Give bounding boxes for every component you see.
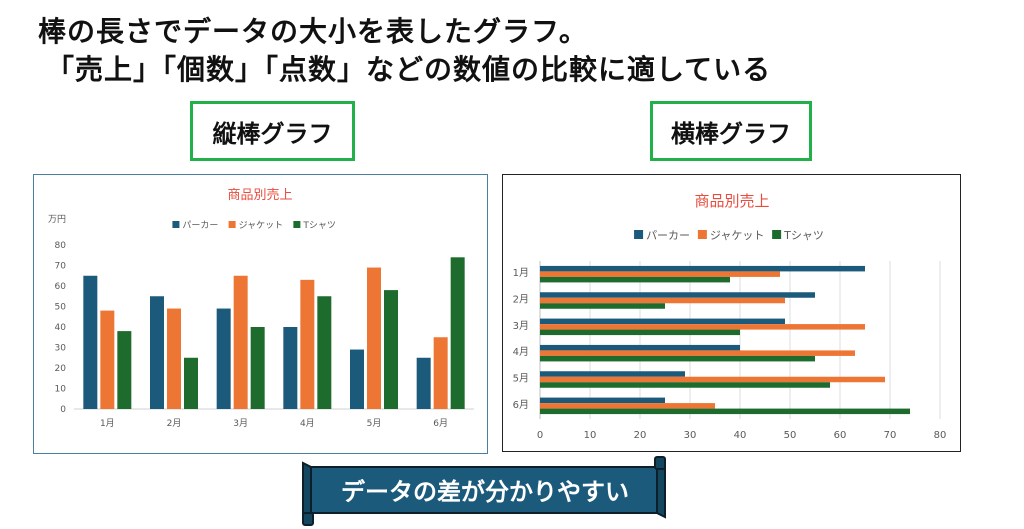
legend-swatch-2 [772,230,782,239]
x-tick-label: 0 [537,430,543,441]
bar-Tシャツ-2月 [184,357,198,409]
vertical-bar-chart: 商品別売上パーカー ジャケット Tシャツ 万円 0 10 20 30 40 50 60 70 80 1月 2… [33,174,488,454]
x-tick-label: 80 [934,430,947,441]
y-tick-label: 80 [55,241,67,251]
bar-Tシャツ-4月 [317,296,332,409]
legend-label-0: パーカー [646,229,690,242]
bar-ジャケット-2月 [167,308,181,409]
x-tick-label: 70 [884,430,897,441]
bar-パーカー-1月 [540,265,865,272]
legend-label-1: ジャケット [710,229,764,242]
bar-Tシャツ-1月 [117,331,132,409]
bar-ジャケット-5月 [540,376,885,383]
y-tick-label: 10 [55,385,67,395]
x-tick-label: 20 [634,430,647,441]
horizontal-chart-label: 横棒グラフ [650,101,812,161]
y-axis-unit: 万円 [48,214,66,225]
bar-Tシャツ-3月 [250,327,265,409]
bar-パーカー-5月 [350,349,364,409]
vertical-chart-label: 縦棒グラフ [190,101,355,161]
legend-swatch-1 [228,221,236,228]
y-tick-label: 20 [55,364,67,374]
bar-ジャケット-6月 [433,337,448,409]
x-tick-label: 50 [784,430,797,441]
legend-label-0: パーカー [182,220,218,231]
bar-Tシャツ-4月 [540,355,815,362]
bar-パーカー-6月 [416,357,431,409]
y-tick-label: 60 [55,282,67,292]
bar-パーカー-6月 [540,397,665,404]
y-tick-label: 6月 [513,399,529,411]
x-tick-label: 60 [834,430,847,441]
y-tick-label: 40 [55,323,67,333]
bar-Tシャツ-5月 [384,290,398,409]
bar-ジャケット-2月 [540,297,785,304]
x-tick-label: 6月 [433,418,448,429]
legend-swatch-1 [697,230,707,239]
y-tick-label: 30 [55,344,67,354]
bar-ジャケット-4月 [300,279,315,409]
x-tick-label: 30 [684,430,697,441]
y-tick-label: 50 [55,303,67,313]
bar-ジャケット-3月 [540,324,865,330]
y-tick-label: 70 [55,262,67,272]
bar-ジャケット-1月 [540,271,780,277]
legend-label-2: Tシャツ [302,221,336,231]
horizontal-bar-chart: 商品別売上パーカー ジャケット Tシャツ 0 10 20 30 40 50 60 70 80 1月 2月 3… [502,174,961,452]
chart-title: 商品別売上 [227,187,292,203]
legend-swatch-0 [172,221,180,228]
y-tick-label: 4月 [513,346,529,358]
banner-scroll [302,456,666,526]
headline-line-2: 「売上」「個数」「点数」などの数値の比較に適している [46,53,772,86]
bar-ジャケット-1月 [100,310,115,409]
x-tick-label: 5月 [367,418,382,429]
bar-パーカー-3月 [540,318,785,325]
x-tick-label: 2月 [167,418,182,429]
x-tick-label: 10 [584,430,597,441]
bar-パーカー-1月 [83,275,98,409]
bar-ジャケット-4月 [540,350,855,356]
y-tick-label: 5月 [513,373,529,385]
x-tick-label: 3月 [233,418,248,429]
bar-パーカー-5月 [540,371,685,377]
bar-Tシャツ-6月 [450,257,465,409]
bar-パーカー-3月 [216,308,231,409]
banner-text: データの差が分かりやすい [341,477,629,506]
y-tick-label: 3月 [513,320,529,332]
legend-label-2: Tシャツ [783,229,824,242]
legend-swatch-0 [634,230,644,239]
bar-Tシャツ-5月 [540,382,830,388]
chart-title: 商品別売上 [694,192,769,210]
bar-ジャケット-6月 [540,403,715,409]
bar-パーカー-4月 [540,344,740,351]
bar-ジャケット-5月 [367,267,381,409]
y-tick-label: 2月 [513,294,529,306]
bar-Tシャツ-1月 [540,276,730,283]
y-tick-label: 0 [60,405,66,415]
x-tick-label: 40 [734,430,747,441]
x-tick-label: 1月 [100,418,115,429]
bar-パーカー-2月 [540,292,815,298]
bar-Tシャツ-2月 [540,303,665,309]
bar-パーカー-4月 [283,327,298,409]
x-tick-label: 4月 [300,418,315,429]
headline-line-1: 棒の長さでデータの大小を表したグラフ。 [38,15,588,48]
bar-ジャケット-3月 [233,275,248,409]
bar-Tシャツ-6月 [540,408,910,415]
bar-パーカー-2月 [150,296,164,409]
legend-swatch-2 [293,221,301,228]
bar-Tシャツ-3月 [540,329,740,336]
legend-label-1: ジャケット [239,220,284,231]
y-tick-label: 1月 [513,267,529,279]
